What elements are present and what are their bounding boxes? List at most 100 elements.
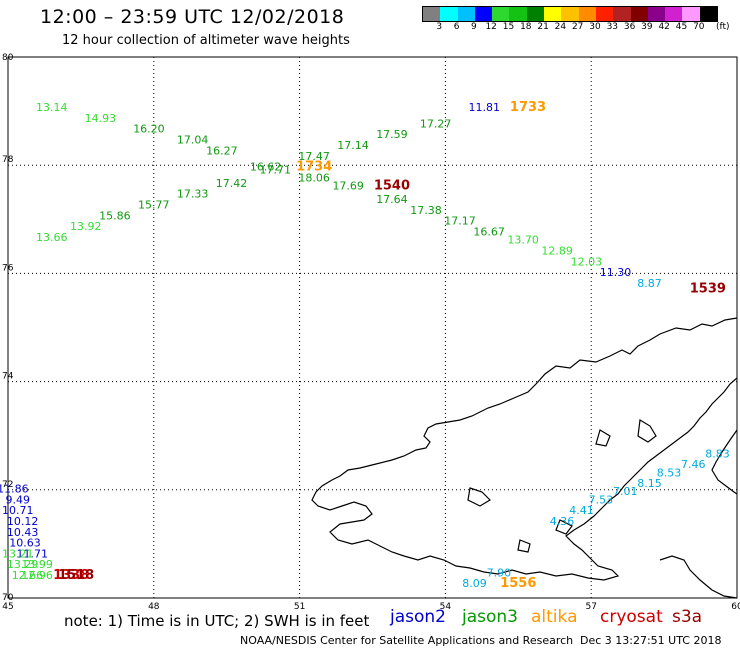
colorbar-swatch (457, 7, 475, 21)
colorbar-swatch (647, 7, 666, 21)
colorbar-swatch (699, 7, 718, 21)
wave-height-label: 11.71 (17, 547, 49, 560)
colorbar-tick-label: 45 (675, 22, 688, 32)
pass-time-label: 1734 (296, 160, 332, 175)
wave-height-label: 13.70 (507, 234, 539, 247)
wave-height-label: 10.12 (7, 515, 39, 528)
axis-tick-labels: 45 48 51 54 57 60 70 72 74 76 78 80 (2, 53, 740, 612)
longitude-tick-label: 60 (731, 602, 740, 612)
wave-height-label: 13.21 (2, 547, 34, 560)
wave-height-label: 10.63 (9, 537, 41, 550)
colorbar-swatch (509, 7, 527, 21)
colorbar-tick-label: 70 (693, 22, 705, 32)
wave-height-label: 17.42 (216, 177, 248, 190)
wave-height-label: 17.38 (410, 204, 442, 217)
latitude-tick-label: 72 (2, 480, 13, 490)
pass-time-label: 1539 (690, 281, 726, 296)
wave-height-label: 10.71 (2, 504, 34, 517)
colorbar-tick-label: 24 (554, 22, 567, 32)
wave-height-label: 12.96 (21, 569, 53, 582)
wave-height-label: 16.20 (133, 123, 165, 136)
wave-height-label: 18.06 (298, 171, 330, 184)
wave-height-label: 11.86 (0, 483, 29, 496)
latitude-tick-label: 80 (2, 53, 14, 63)
wave-height-label: 11.81 (469, 101, 501, 114)
colorbar-swatch (561, 7, 579, 21)
latitude-tick-label: 78 (2, 155, 14, 165)
wave-height-label: 7.46 (681, 458, 706, 471)
latitude-tick-label: 76 (2, 263, 14, 273)
longitude-tick-label: 54 (440, 602, 452, 612)
wave-height-label: 13.14 (36, 101, 68, 114)
colorbar-swatch (630, 7, 648, 21)
wave-height-label: 17.59 (376, 128, 408, 141)
wave-height-label: 12.03 (571, 255, 603, 268)
map-title: 12:00 – 23:59 UTC 12/02/2018 (40, 6, 345, 28)
wave-height-label: 8.87 (637, 277, 662, 290)
longitude-tick-label: 45 (2, 602, 13, 612)
wave-height-label: 17.64 (376, 193, 408, 206)
colorbar-swatch (440, 7, 458, 21)
wave-height-label: 17.17 (444, 215, 476, 228)
colorbar-tick-label: 6 (453, 22, 460, 32)
colorbar-tick-label: 15 (502, 22, 515, 32)
colorbar-swatch (474, 7, 493, 21)
wave-height-label: 11.30 (600, 266, 632, 279)
footer-credit: NOAA/NESDIS Center for Satellite Applica… (240, 634, 574, 647)
wave-height-label: 7.01 (613, 485, 638, 498)
legend-altika: altika (531, 607, 578, 627)
colorbar-tick-label: 39 (641, 22, 653, 32)
wave-height-label: 13.66 (36, 231, 68, 244)
wave-height-label: 17.69 (332, 180, 364, 193)
colorbar-tick-label: 12 (485, 22, 497, 32)
wave-height-label: 4.36 (550, 515, 575, 528)
colorbar-swatch (682, 7, 700, 21)
colorbar-swatch (423, 7, 441, 21)
wave-height-label: 8.83 (705, 447, 730, 460)
wave-height-label: 14.93 (85, 112, 117, 125)
pass-time-label: 1556 (500, 576, 536, 591)
colorbar-tick-label: 36 (623, 22, 636, 32)
colorbar-unit: (ft) (716, 22, 730, 32)
wave-height-label: 8.53 (657, 466, 682, 479)
pass-time-label: 1733 (510, 100, 546, 115)
colorbar-swatch (613, 7, 631, 21)
wave-height-label: 17.27 (420, 117, 452, 130)
colorbar-swatch (526, 7, 545, 21)
pass-time-label: 1540 (374, 179, 410, 194)
wave-height-label: 8.09 (462, 577, 487, 590)
colorbar-ticks: 3 6 9 12 15 18 21 24 27 30 33 36 39 42 45 70 (422, 22, 732, 34)
colorbar-swatch (665, 7, 683, 21)
wave-height-label: 13.99 (21, 558, 53, 571)
colorbar-tick-label: 33 (606, 22, 619, 32)
wave-height-label: 17.71 (260, 163, 292, 176)
colorbar-tick-label: 18 (520, 22, 532, 32)
wave-height-label: 8.15 (637, 477, 662, 490)
wave-height-label: 7.90 (487, 566, 512, 579)
legend-cryosat: cryosat (600, 607, 663, 627)
colorbar-swatch (578, 7, 596, 21)
wave-height-label: 15.77 (138, 198, 170, 211)
wave-height-label: 13.29 (7, 558, 39, 571)
colorbar-tick-label: 42 (658, 22, 670, 32)
wave-height-label: 12.89 (541, 244, 573, 257)
colorbar-swatch (595, 7, 614, 21)
latitude-tick-label: 74 (2, 372, 14, 382)
wave-height-label: 17.33 (177, 188, 209, 201)
legend-jason3: jason3 (462, 607, 518, 627)
map-frame (7, 56, 738, 599)
colorbar-tick-label: 9 (471, 22, 477, 32)
pass-time-label: 1518 (58, 568, 94, 583)
wave-height-label: 13.92 (70, 220, 102, 233)
wave-height-label: 17.04 (177, 134, 209, 147)
legend-jason2: jason2 (390, 607, 446, 627)
colorbar-tick-label: 3 (436, 22, 443, 32)
units-note: note: 1) Time is in UTC; 2) SWH is in fe… (64, 612, 370, 630)
longitude-tick-label: 57 (585, 602, 596, 612)
wave-height-label: 16.67 (473, 226, 505, 239)
wave-height-label: 10.43 (7, 526, 39, 539)
coastline (311, 317, 738, 599)
longitude-tick-label: 51 (294, 602, 305, 612)
